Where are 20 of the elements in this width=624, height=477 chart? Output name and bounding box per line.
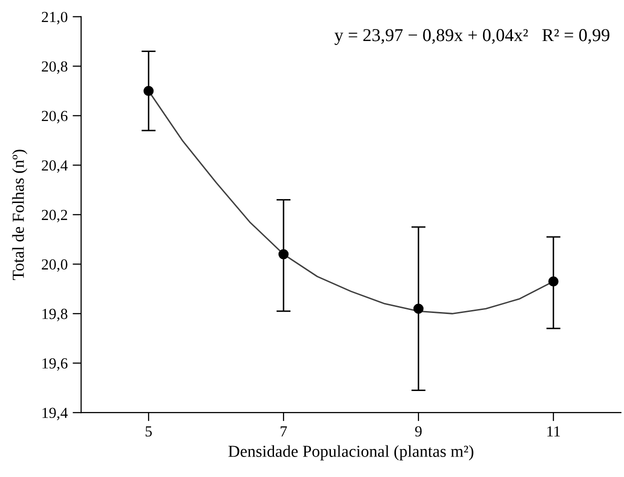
y-axis-title: Total de Folhas (nº)	[12, 150, 28, 280]
y-tick-label: 19,6	[42, 358, 68, 371]
y-tick-label: 20,8	[42, 61, 68, 74]
y-tick-label: 20,6	[42, 110, 68, 124]
y-tick-label: 19,8	[42, 308, 68, 322]
annotation: y = 23,97 − 0,89x + 0,04x² R² = 0,99	[334, 29, 610, 45]
y-tick-label: 19,4	[42, 408, 68, 420]
x-axis-title: Densidade Populacional (plantas m²)	[228, 445, 474, 460]
point	[413, 304, 424, 314]
x-tick-label: 7	[280, 426, 287, 436]
point	[548, 276, 558, 287]
point	[278, 249, 289, 260]
y-tick-label: 20,4	[42, 160, 68, 173]
x-tick-label: 11	[547, 426, 560, 436]
x-tick-label: 5	[146, 426, 152, 437]
x-tick-label: 9	[415, 426, 422, 437]
y-tick-label: 20,2	[42, 210, 68, 222]
y-tick-label: 20,0	[42, 259, 68, 272]
y-tick-label: 21,0	[42, 12, 68, 24]
point	[144, 86, 154, 96]
